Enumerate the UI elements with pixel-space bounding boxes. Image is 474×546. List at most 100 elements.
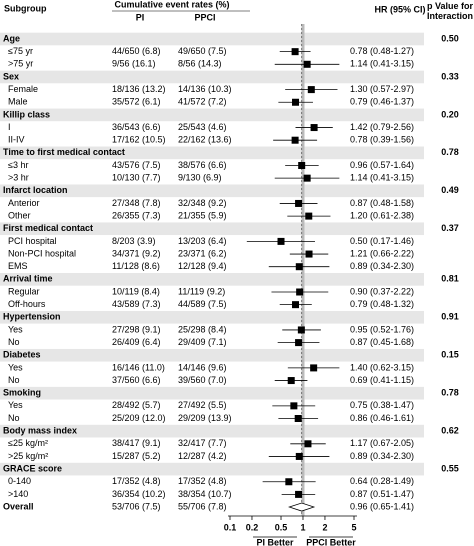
hr-label: 1.30 (0.57-2.97) <box>350 84 414 94</box>
p-header: p Value for Interaction <box>426 1 473 21</box>
pi-rate: 38/417 (9.1) <box>112 438 161 448</box>
pi-rate: 36/354 (10.2) <box>112 489 166 499</box>
pi-rate: 15/287 (5.2) <box>112 451 161 461</box>
hr-label: 1.42 (0.79-2.56) <box>350 122 414 132</box>
hr-marker <box>296 288 304 296</box>
group-label: Hypertension <box>3 312 61 322</box>
subgroup-label: >3 hr <box>8 173 29 183</box>
hr-marker <box>305 250 313 258</box>
subgroup-label: No <box>8 375 20 385</box>
group-band <box>0 273 424 286</box>
hr-label: 0.64 (0.28-1.49) <box>350 476 414 486</box>
subgroup-label: No <box>8 337 20 347</box>
subgroup-label: No <box>8 413 20 423</box>
hr-label: 1.21 (0.66-2.22) <box>350 248 414 258</box>
x-tick-label: 0.2 <box>246 522 259 532</box>
ppci-rate: 41/572 (7.2) <box>178 97 227 107</box>
group-label: First medical contact <box>3 223 93 233</box>
subgroup-label: >75 yr <box>8 59 33 69</box>
group-label: Arrival time <box>3 274 53 284</box>
ppci-rate: 23/371 (6.2) <box>178 248 227 258</box>
group-label: Body mass index <box>3 426 77 436</box>
hr-marker <box>290 402 298 410</box>
group-label: Age <box>3 33 20 43</box>
group-label: Smoking <box>3 388 41 398</box>
ppci-rate: 27/492 (5.5) <box>178 400 227 410</box>
p-value: 0.33 <box>441 71 459 81</box>
group-label: Time to first medical contact <box>3 147 125 157</box>
pi-rate: 17/162 (10.5) <box>112 135 166 145</box>
hr-label: 1.17 (0.67-2.05) <box>350 438 414 448</box>
subgroup-label: Off-hours <box>8 299 46 309</box>
ppci-rate: 9/130 (6.9) <box>178 173 222 183</box>
pi-rate: 18/136 (13.2) <box>112 84 166 94</box>
hr-marker <box>277 237 285 245</box>
pi-rate: 28/492 (5.7) <box>112 400 161 410</box>
subgroup-label: Other <box>8 210 31 220</box>
ppci-rate: 29/409 (7.1) <box>178 337 227 347</box>
hr-marker <box>285 478 293 486</box>
group-band <box>0 386 424 400</box>
ppci-rate: 17/352 (4.8) <box>178 476 227 486</box>
pi-rate: 26/355 (7.3) <box>112 210 161 220</box>
subgroup-label: EMS <box>8 261 28 271</box>
ppci-rate: 25/298 (8.4) <box>178 324 227 334</box>
hr-label: 1.14 (0.41-3.15) <box>350 173 414 183</box>
pi-rate: 9/56 (16.1) <box>112 59 156 69</box>
subgroup-label: 0-140 <box>8 476 31 486</box>
ppci-rate: 13/203 (6.4) <box>178 236 227 246</box>
hr-label: 0.87 (0.51-1.47) <box>350 489 414 499</box>
x-tick-label: 1 <box>300 522 305 532</box>
group-band <box>0 146 424 160</box>
ppci-rate: 14/136 (10.3) <box>178 84 232 94</box>
hr-marker <box>292 98 300 106</box>
ppci-rate: 22/162 (13.6) <box>178 135 232 145</box>
hr-marker <box>292 301 300 309</box>
ppci-rate: 32/348 (9.2) <box>178 198 227 208</box>
x-tick-label: 0.5 <box>275 522 288 532</box>
p-value: 0.91 <box>441 312 459 322</box>
ppci-header: PPCI <box>194 12 215 22</box>
ppci-rate: 11/119 (9.2) <box>178 286 225 296</box>
x-tick-label: 2 <box>322 522 327 532</box>
subgroup-label: Anterior <box>8 198 40 208</box>
subgroup-label: Overall <box>3 501 34 511</box>
hr-marker <box>307 86 315 94</box>
p-value: 0.49 <box>441 185 459 195</box>
subgroup-label: Regular <box>8 286 40 296</box>
hr-label: 0.96 (0.65-1.41) <box>350 501 414 511</box>
pi-rate: 25/209 (12.0) <box>112 413 166 423</box>
pi-header: PI <box>136 12 145 22</box>
hr-marker <box>291 48 299 56</box>
hr-marker <box>304 440 312 448</box>
p-value: 0.55 <box>441 463 459 473</box>
group-band <box>0 348 424 362</box>
x-tick-label: 5 <box>351 522 356 532</box>
ppci-rate: 44/589 (7.5) <box>178 299 227 309</box>
pi-rate: 17/352 (4.8) <box>112 476 161 486</box>
subgroup-label: ≤25 kg/m² <box>8 438 48 448</box>
rates-header: Cumulative event rates (%) <box>114 0 229 9</box>
pi-rate: 11/128 (8.6) <box>112 261 160 271</box>
ppci-rate: 8/56 (14.3) <box>178 59 222 69</box>
group-label: Killip class <box>3 109 50 119</box>
hr-marker <box>310 124 318 132</box>
pi-rate: 27/298 (9.1) <box>112 324 161 334</box>
hr-label: 0.78 (0.48-1.27) <box>350 46 414 56</box>
ppci-rate: 12/128 (9.4) <box>178 261 227 271</box>
subgroup-label: Yes <box>8 362 23 372</box>
subgroup-label: ≤75 yr <box>8 46 33 56</box>
hr-label: 0.87 (0.45-1.68) <box>350 337 414 347</box>
favor-right: PPCI Better <box>306 537 356 546</box>
pi-rate: 16/146 (11.0) <box>112 362 165 372</box>
hr-marker <box>295 490 303 498</box>
p-value: 0.78 <box>441 388 459 398</box>
ppci-rate: 21/355 (5.9) <box>178 210 227 220</box>
hr-marker <box>287 377 295 385</box>
p-value: 0.37 <box>441 223 459 233</box>
subgroup-label: Yes <box>8 324 23 334</box>
hr-marker <box>295 263 303 271</box>
ppci-rate: 55/706 (7.8) <box>178 501 227 511</box>
